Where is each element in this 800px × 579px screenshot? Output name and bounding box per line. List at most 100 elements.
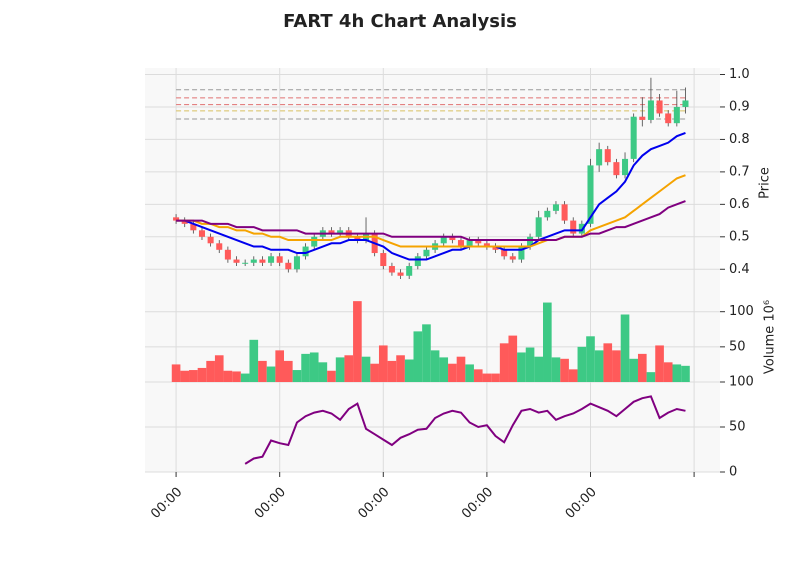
moving-average <box>176 174 686 248</box>
candle-body <box>259 259 266 263</box>
candle-body <box>268 256 275 263</box>
y-tick-label: 1.0 <box>729 67 750 82</box>
candle-body <box>380 253 387 267</box>
volume-bar <box>404 359 414 382</box>
y-axis-label: Price <box>758 167 773 199</box>
volume-bar <box>465 364 474 382</box>
candle-body <box>285 262 292 270</box>
volume-bar <box>266 366 276 382</box>
candle-body <box>475 240 482 244</box>
y-tick-label: 100 <box>729 304 754 319</box>
volume-bar <box>309 352 319 382</box>
candle-body <box>224 249 231 260</box>
candle-body <box>423 249 430 257</box>
volume-bar <box>681 365 690 382</box>
volume-bar <box>284 360 293 382</box>
candle-body <box>656 100 663 114</box>
volume-bar <box>344 355 354 382</box>
y-tick-label: 50 <box>729 420 746 435</box>
y-tick-label: 0.8 <box>729 132 750 147</box>
x-tick-label: 00:00 <box>148 485 185 522</box>
candle-body <box>518 246 525 260</box>
candle-body <box>552 204 559 211</box>
volume-bar <box>197 367 207 382</box>
x-tick-label: 00:00 <box>355 485 392 522</box>
volume-bar <box>413 331 423 382</box>
volume-bar <box>378 345 388 382</box>
volume-bar <box>629 358 638 382</box>
volume-bar <box>189 370 198 382</box>
volume-bar <box>551 357 561 382</box>
candle-body <box>622 158 629 176</box>
volume-bar <box>422 324 431 382</box>
candle-body <box>639 116 646 120</box>
candle-body <box>354 236 361 241</box>
candle-body <box>492 246 499 250</box>
candle-body <box>414 256 421 267</box>
volume-bar <box>568 369 578 382</box>
candle-body <box>311 236 318 247</box>
candle-body <box>406 266 413 276</box>
volume-bar <box>482 373 492 382</box>
volume-bar <box>214 355 224 382</box>
chart-title: FART 4h Chart Analysis <box>283 11 517 32</box>
candle-body <box>302 246 309 257</box>
volume-bar <box>171 364 181 382</box>
candle-body <box>682 100 689 107</box>
y-tick-label: 0.5 <box>729 229 750 244</box>
candle-body <box>457 240 465 247</box>
candle-body <box>250 259 257 263</box>
volume-bar <box>586 336 595 382</box>
volume-bar <box>353 301 362 382</box>
candle-body <box>276 256 283 263</box>
candle-body <box>527 236 534 247</box>
volume-bar <box>258 360 267 382</box>
candle-body <box>337 230 344 234</box>
volume-bar <box>318 362 328 382</box>
volume-bar <box>491 373 500 382</box>
candle-body <box>242 262 249 264</box>
volume-bar <box>620 314 630 382</box>
y-tick-label: 100 <box>729 375 754 390</box>
volume-bar <box>517 352 526 382</box>
candle-body <box>216 243 223 250</box>
candle-body <box>509 256 516 260</box>
candle-body <box>190 223 197 231</box>
candle-body <box>440 236 447 244</box>
y-tick-label: 0.4 <box>729 262 750 277</box>
candle-body <box>449 236 456 241</box>
volume-bar <box>499 343 509 382</box>
candle-body <box>604 149 611 163</box>
volume-bar <box>612 350 621 382</box>
candle-body <box>233 259 240 263</box>
candle-body <box>501 249 508 257</box>
candle-body <box>466 240 473 247</box>
volume-bar <box>534 356 544 382</box>
y-tick-label: 0.7 <box>729 164 750 179</box>
volume-bar <box>180 370 190 382</box>
candle-body <box>570 220 577 234</box>
volume-bar <box>646 372 656 382</box>
candle-body <box>665 113 672 124</box>
y-tick-label: 0 <box>729 465 737 480</box>
candle-body <box>535 217 542 237</box>
candle-body <box>613 162 620 176</box>
candle-body <box>198 230 206 237</box>
candle-body <box>397 272 404 276</box>
y-tick-label: 0.9 <box>729 99 750 114</box>
panel-background <box>145 68 720 292</box>
volume-bar <box>335 357 345 382</box>
volume-bar <box>387 360 397 382</box>
candle-body <box>328 230 335 234</box>
volume-bar <box>301 353 310 382</box>
volume-bar <box>439 357 449 382</box>
rsi-line <box>244 395 686 465</box>
x-tick-label: 00:00 <box>563 485 600 522</box>
moving-average <box>176 131 686 261</box>
volume-bar <box>603 343 613 382</box>
volume-bar <box>525 347 535 382</box>
candle-body <box>587 165 594 224</box>
candle-body <box>181 220 188 224</box>
volume-bar <box>370 363 379 382</box>
volume-bar <box>577 346 587 382</box>
